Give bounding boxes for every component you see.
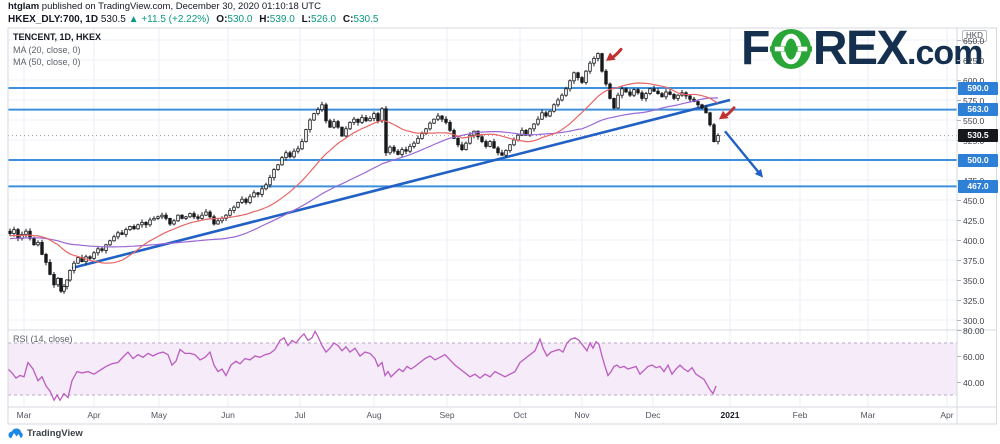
level-price-badge: 467.0 [958, 179, 998, 193]
price-tick-label: 450.0 [963, 195, 985, 206]
high-value: 539.0 [269, 14, 295, 25]
open-label: O: [216, 14, 228, 25]
rsi-tick-mark [957, 382, 961, 383]
publish-info: htglam published on TradingView.com, Dec… [8, 1, 378, 13]
price-tick-mark [957, 300, 961, 301]
price-tick-label: 375.0 [963, 255, 985, 266]
rsi-tick-label: 60.00 [963, 351, 985, 362]
last-price: 530.5 [100, 14, 126, 25]
price-tick-label: 650.0 [963, 35, 985, 46]
symbol-name: HKEX_DLY:700, 1D [8, 14, 99, 25]
low-value: 526.0 [311, 14, 337, 25]
symbol-ohlc-row: HKEX_DLY:700, 1D 530.5 ▲ +11.5 (+2.22%) … [8, 13, 378, 26]
logo-letters-rex: REX [812, 22, 909, 75]
username: htglam [8, 1, 40, 12]
price-tick-label: 300.0 [963, 315, 985, 326]
time-axis-label: Oct [513, 410, 527, 420]
tradingview-attribution[interactable]: TradingView [8, 428, 83, 439]
time-axis-label: Jun [221, 410, 235, 420]
price-tick-label: 400.0 [963, 235, 985, 246]
currency-unit-label: HKD [962, 30, 987, 42]
price-tick-label: 425.0 [963, 215, 985, 226]
tradingview-cloud-icon [8, 428, 23, 439]
rsi-tick-mark [957, 330, 961, 331]
price-tick-mark [957, 100, 961, 101]
price-tick-label: 575.0 [963, 95, 985, 106]
rsi-tick-label: 40.00 [963, 377, 985, 388]
forex-com-logo: F REX .com [741, 22, 983, 75]
time-axis-label: Apr [940, 410, 954, 420]
chart-legend[interactable]: TENCENT, 1D, HKEX MA (20, close, 0) MA (… [13, 31, 101, 69]
price-tick-mark [957, 280, 961, 281]
price-tick-mark [957, 320, 961, 321]
close-value: 530.5 [353, 14, 379, 25]
tradingview-brand-text: TradingView [27, 428, 83, 439]
price-tick-mark [957, 60, 961, 61]
time-axis-label: Sep [439, 410, 455, 420]
legend-ma50: MA (50, close, 0) [13, 57, 81, 67]
time-axis-label: Mar [860, 410, 876, 420]
price-tick-label: 600.0 [963, 75, 985, 86]
time-axis-label: May [150, 410, 168, 420]
time-axis-label: Jul [294, 410, 306, 420]
price-tick-label: 325.0 [963, 295, 985, 306]
last-price-badge: 530.5 [958, 129, 998, 143]
logo-letter-f: F [741, 22, 770, 75]
level-price-badge: 500.0 [958, 153, 998, 167]
time-axis-label: Nov [574, 410, 590, 420]
time-axis-label: Dec [645, 410, 661, 420]
time-axis-label: Aug [366, 410, 382, 420]
price-tick-mark [957, 120, 961, 121]
price-tick-mark [957, 80, 961, 81]
price-tick-mark [957, 200, 961, 201]
close-label: C: [342, 14, 354, 25]
time-axis-label: Mar [16, 410, 32, 420]
time-axis-label: 2021 [720, 410, 740, 420]
price-tick-label: 350.0 [963, 275, 985, 286]
price-tick-label: 550.0 [963, 115, 985, 126]
price-axis[interactable]: HKD650.0625.0600.0575.0550.0525.0475.045… [957, 28, 1000, 407]
publish-text: published on TradingView.com, December 3… [39, 1, 321, 12]
price-change: ▲ +11.5 (+2.22%) [128, 14, 210, 25]
rsi-indicator-label[interactable]: RSI (14, close) [13, 334, 73, 344]
time-axis-label: Apr [87, 410, 101, 420]
low-label: L: [301, 14, 312, 25]
chart-header: htglam published on TradingView.com, Dec… [8, 1, 378, 26]
rsi-tick-mark [957, 356, 961, 357]
price-tick-mark [957, 260, 961, 261]
price-tick-mark [957, 220, 961, 221]
time-axis-label: Feb [792, 410, 808, 420]
level-price-badge: 590.0 [958, 81, 998, 95]
high-label: H: [259, 14, 270, 25]
time-axis[interactable]: Mar Apr May Jun Jul Aug Sep Oct Nov Dec 2021 Feb Mar… [8, 408, 957, 424]
legend-symbol: TENCENT, 1D, HKEX [13, 32, 102, 42]
price-tick-mark [957, 40, 961, 41]
rsi-tick-label: 80.00 [963, 325, 985, 336]
price-tick-label: 625.0 [963, 55, 985, 66]
logo-green-o-icon [769, 28, 812, 70]
open-value: 530.0 [227, 14, 253, 25]
legend-ma20: MA (20, close, 0) [13, 44, 81, 55]
level-price-badge: 563.0 [958, 103, 998, 117]
price-tick-mark [957, 240, 961, 241]
